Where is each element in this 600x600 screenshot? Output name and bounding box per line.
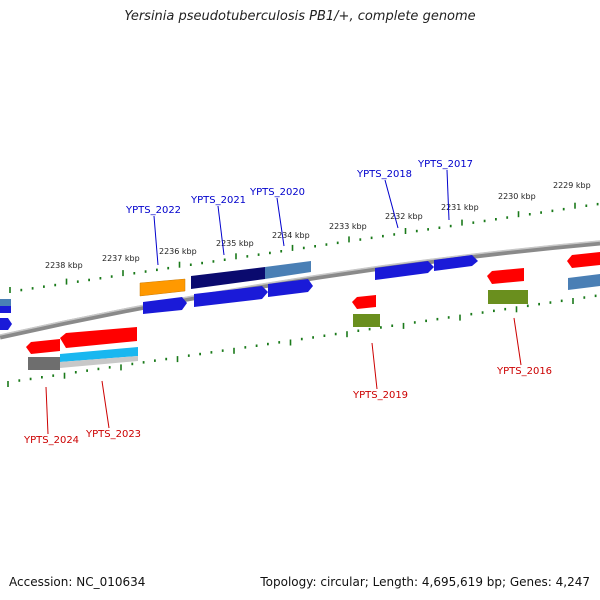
gene-label-YPTS_2023[interactable]: YPTS_2023 <box>85 429 141 440</box>
gene-label-YPTS_2024[interactable]: YPTS_2024 <box>23 435 79 446</box>
gene-label-YPTS_2016[interactable]: YPTS_2016 <box>496 366 552 377</box>
gene-feature[interactable] <box>28 357 60 370</box>
scale-label-2237: 2237 kbp <box>102 254 140 263</box>
gene-label-YPTS_2017[interactable]: YPTS_2017 <box>417 159 473 170</box>
scale-label-2238: 2238 kbp <box>45 261 83 270</box>
forward-genes <box>0 252 600 330</box>
genome-summary-text: Topology: circular; Length: 4,695,619 bp… <box>260 575 590 589</box>
gene-label-YPTS_2021[interactable]: YPTS_2021 <box>190 195 246 206</box>
gene-labels: YPTS_2017 YPTS_2018 YPTS_2020 YPTS_2021 … <box>23 159 552 446</box>
gene-feature[interactable] <box>0 306 11 313</box>
gene-feature[interactable] <box>352 295 376 309</box>
scale-label-2235: 2235 kbp <box>216 239 254 248</box>
scale-ticks-lower <box>7 294 597 387</box>
gene-feature[interactable] <box>0 299 11 307</box>
gene-label-YPTS_2019[interactable]: YPTS_2019 <box>352 390 408 401</box>
genome-backbone-highlight <box>0 240 600 336</box>
reverse-genes <box>26 268 528 370</box>
gene-feature[interactable] <box>488 290 528 304</box>
gene-label-YPTS_2022[interactable]: YPTS_2022 <box>125 205 181 216</box>
gene-feature[interactable] <box>60 347 138 362</box>
scale-labels: 2229 kbp 2230 kbp 2231 kbp 2232 kbp 2233… <box>45 181 591 270</box>
scale-label-2229: 2229 kbp <box>553 181 591 190</box>
gene-feature[interactable] <box>191 267 265 289</box>
accession-text: Accession: NC_010634 <box>9 575 146 589</box>
scale-label-2231: 2231 kbp <box>441 203 479 212</box>
gene-feature[interactable] <box>143 297 187 314</box>
gene-feature[interactable] <box>567 252 600 268</box>
scale-label-2236: 2236 kbp <box>159 247 197 256</box>
gene-feature[interactable] <box>375 261 434 280</box>
gene-feature[interactable] <box>60 327 137 348</box>
scale-ticks-upper <box>9 202 599 293</box>
gene-label-YPTS_2020[interactable]: YPTS_2020 <box>249 187 305 198</box>
gene-leaders <box>45 169 522 435</box>
gene-feature[interactable] <box>568 274 600 290</box>
gene-feature[interactable] <box>353 314 380 327</box>
gene-feature[interactable] <box>434 255 478 271</box>
map-title: Yersinia pseudotuberculosis PB1/+, compl… <box>124 9 476 24</box>
scale-label-2230: 2230 kbp <box>498 192 536 201</box>
gene-feature[interactable] <box>194 286 268 307</box>
gene-feature[interactable] <box>268 279 313 297</box>
gene-feature[interactable] <box>0 318 12 330</box>
gene-feature[interactable] <box>139 278 186 297</box>
gene-feature[interactable] <box>265 261 311 279</box>
gene-label-YPTS_2018[interactable]: YPTS_2018 <box>356 169 412 180</box>
gene-feature[interactable] <box>60 356 138 368</box>
scale-label-2232: 2232 kbp <box>385 212 423 221</box>
scale-label-2233: 2233 kbp <box>329 222 367 231</box>
gene-feature[interactable] <box>26 339 60 354</box>
gene-feature[interactable] <box>487 268 524 284</box>
scale-label-2234: 2234 kbp <box>272 231 310 240</box>
